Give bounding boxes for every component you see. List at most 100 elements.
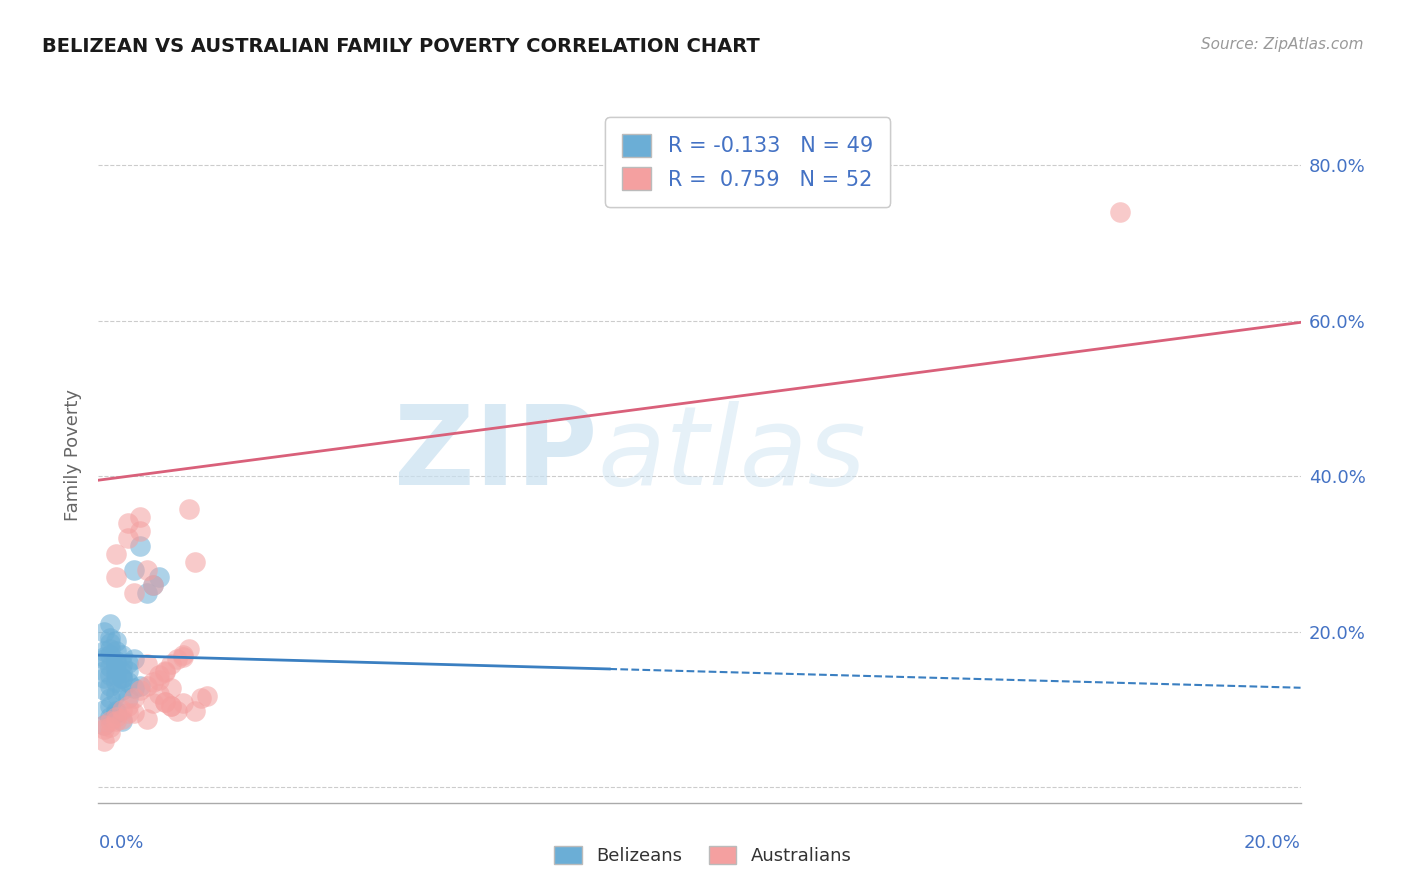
Point	[166, 652, 188, 666]
Point	[117, 698, 139, 713]
Point	[190, 690, 212, 705]
Point	[100, 714, 122, 728]
Point	[129, 524, 152, 538]
Point	[105, 656, 128, 670]
Point	[124, 652, 146, 666]
Point	[177, 502, 200, 516]
Point	[141, 578, 163, 592]
Point	[100, 667, 122, 681]
Point	[105, 706, 128, 721]
Point	[100, 641, 122, 656]
Point	[105, 654, 128, 668]
Point	[100, 679, 122, 693]
Point	[100, 690, 122, 705]
Point	[135, 657, 157, 672]
Point	[111, 702, 134, 716]
Point	[105, 667, 128, 681]
Point	[111, 648, 134, 662]
Point	[153, 695, 176, 709]
Point	[117, 656, 139, 670]
Text: atlas: atlas	[598, 401, 866, 508]
Point	[117, 516, 139, 530]
Point	[153, 695, 176, 709]
Point	[111, 665, 134, 680]
Y-axis label: Family Poverty: Family Poverty	[65, 389, 83, 521]
Point	[159, 657, 181, 672]
Text: Source: ZipAtlas.com: Source: ZipAtlas.com	[1201, 37, 1364, 53]
Point	[129, 683, 152, 698]
Point	[105, 634, 128, 648]
Point	[172, 648, 194, 662]
Point	[141, 578, 163, 592]
Point	[100, 648, 122, 662]
Point	[93, 672, 115, 686]
Point	[1109, 205, 1132, 219]
Point	[105, 704, 128, 718]
Point	[117, 675, 139, 690]
Point	[93, 718, 115, 732]
Point	[124, 586, 146, 600]
Point	[159, 698, 181, 713]
Point	[183, 555, 205, 569]
Point	[172, 649, 194, 664]
Point	[105, 547, 128, 561]
Point	[105, 687, 128, 701]
Point	[129, 539, 152, 553]
Point	[100, 710, 122, 724]
Point	[100, 636, 122, 650]
Point	[135, 586, 157, 600]
Point	[135, 679, 157, 693]
Point	[93, 644, 115, 658]
Point	[100, 698, 122, 713]
Point	[117, 664, 139, 678]
Point	[93, 649, 115, 664]
Point	[105, 675, 128, 690]
Legend: Belizeans, Australians: Belizeans, Australians	[546, 837, 860, 874]
Point	[93, 664, 115, 678]
Point	[124, 563, 146, 577]
Point	[159, 681, 181, 695]
Point	[195, 689, 218, 703]
Point	[148, 673, 170, 687]
Point	[117, 690, 139, 705]
Legend: R = -0.133   N = 49, R =  0.759   N = 52: R = -0.133 N = 49, R = 0.759 N = 52	[606, 118, 890, 207]
Text: 20.0%: 20.0%	[1244, 834, 1301, 852]
Point	[124, 706, 146, 721]
Point	[183, 704, 205, 718]
Point	[93, 733, 115, 747]
Point	[100, 617, 122, 632]
Point	[166, 704, 188, 718]
Point	[105, 710, 128, 724]
Point	[105, 644, 128, 658]
Point	[100, 720, 122, 734]
Point	[93, 683, 115, 698]
Point	[129, 679, 152, 693]
Point	[105, 714, 128, 728]
Point	[93, 722, 115, 736]
Point	[117, 706, 139, 721]
Text: 0.0%: 0.0%	[98, 834, 143, 852]
Point	[100, 659, 122, 673]
Point	[148, 570, 170, 584]
Point	[105, 662, 128, 676]
Point	[93, 652, 115, 666]
Point	[124, 681, 146, 695]
Point	[141, 696, 163, 710]
Point	[111, 672, 134, 686]
Point	[153, 665, 176, 680]
Point	[100, 631, 122, 645]
Point	[135, 563, 157, 577]
Point	[93, 624, 115, 639]
Point	[159, 698, 181, 713]
Text: ZIP: ZIP	[394, 401, 598, 508]
Point	[105, 570, 128, 584]
Point	[124, 690, 146, 705]
Point	[93, 718, 115, 732]
Point	[111, 714, 134, 728]
Point	[148, 667, 170, 681]
Point	[172, 696, 194, 710]
Point	[141, 675, 163, 690]
Point	[111, 683, 134, 698]
Point	[111, 712, 134, 726]
Point	[129, 509, 152, 524]
